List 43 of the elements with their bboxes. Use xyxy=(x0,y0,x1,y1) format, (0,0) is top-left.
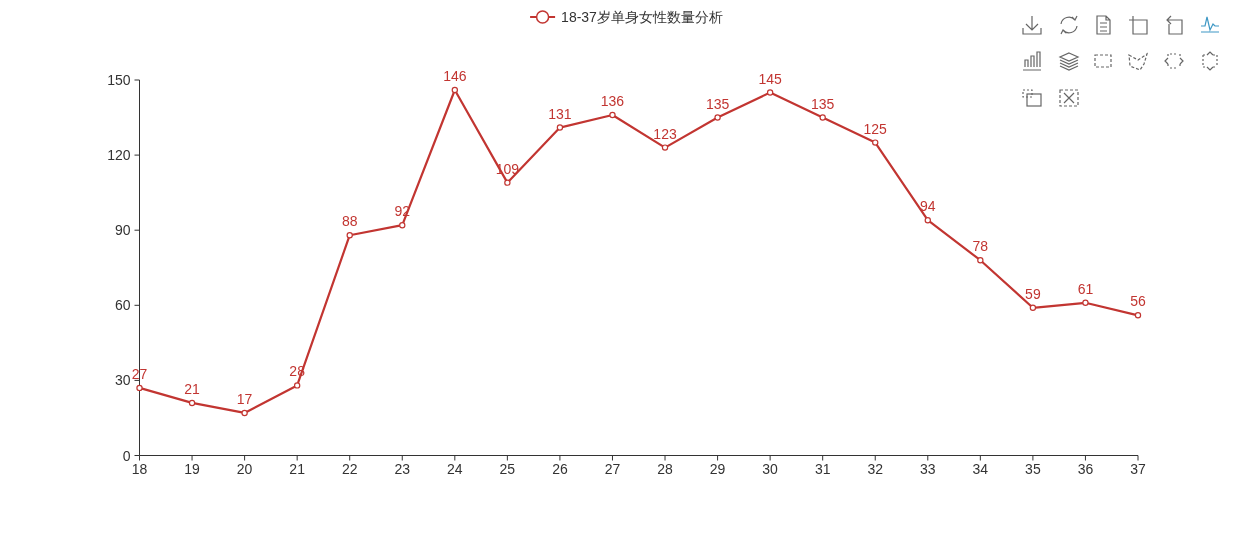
x-tick-label: 26 xyxy=(552,460,568,477)
y-tick-label: 90 xyxy=(114,222,131,239)
y-tick-label: 30 xyxy=(114,372,131,389)
data-label: 146 xyxy=(443,68,467,85)
data-label: 136 xyxy=(600,93,625,110)
x-tick-label: 21 xyxy=(289,460,306,477)
y-tick-label: 150 xyxy=(107,72,131,88)
data-label: 56 xyxy=(1130,293,1146,310)
x-tick-label: 24 xyxy=(447,460,463,477)
x-tick-label: 20 xyxy=(236,460,253,477)
data-label: 131 xyxy=(548,105,572,122)
data-label: 125 xyxy=(863,120,888,137)
x-tick-label: 30 xyxy=(762,460,779,477)
x-tick-label: 31 xyxy=(814,460,831,477)
data-label: 145 xyxy=(758,70,783,87)
data-label: 135 xyxy=(811,95,835,112)
x-tick-label: 35 xyxy=(1025,460,1041,477)
data-label: 88 xyxy=(341,213,358,230)
x-tick-label: 28 xyxy=(657,460,674,477)
x-tick-label: 19 xyxy=(184,460,201,477)
data-label: 59 xyxy=(1025,285,1041,302)
y-tick-label: 60 xyxy=(114,297,131,314)
data-label: 61 xyxy=(1077,280,1094,297)
x-tick-label: 18 xyxy=(131,460,148,477)
data-label: 21 xyxy=(184,380,201,397)
data-label: 78 xyxy=(972,238,989,255)
x-tick-label: 36 xyxy=(1077,460,1094,477)
x-tick-label: 23 xyxy=(394,460,411,477)
data-label: 94 xyxy=(920,198,936,215)
x-tick-label: 34 xyxy=(972,460,989,477)
x-tick-label: 27 xyxy=(604,460,621,477)
x-tick-label: 32 xyxy=(867,460,884,477)
x-tick-label: 25 xyxy=(499,460,516,477)
legend-label: 18-37岁单身女性数量分析 xyxy=(561,9,723,25)
data-label: 135 xyxy=(705,95,730,112)
data-label: 123 xyxy=(653,125,677,142)
y-tick-label: 0 xyxy=(122,447,131,464)
x-tick-label: 33 xyxy=(920,460,936,477)
data-label: 17 xyxy=(236,390,253,407)
x-tick-label: 29 xyxy=(709,460,726,477)
x-tick-label: 37 xyxy=(1130,460,1146,477)
x-tick-label: 22 xyxy=(341,460,358,477)
y-tick-label: 120 xyxy=(107,147,131,164)
